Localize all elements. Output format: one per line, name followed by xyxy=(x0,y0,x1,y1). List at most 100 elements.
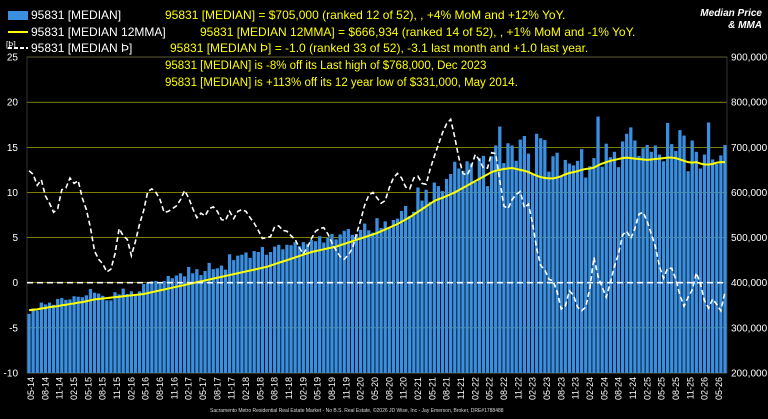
median-bar xyxy=(543,140,547,373)
median-bar xyxy=(436,186,441,373)
median-bar xyxy=(653,145,657,373)
median-bar xyxy=(125,294,129,373)
x-tick-label: 02-18 xyxy=(241,377,251,400)
x-tick-label: 11-25 xyxy=(685,377,695,399)
median-bar xyxy=(182,276,187,373)
median-bar xyxy=(674,150,678,373)
right-tick-label: 400,000 xyxy=(731,278,768,289)
median-bar xyxy=(641,148,645,373)
median-bar xyxy=(363,223,367,373)
median-bar xyxy=(518,139,522,373)
median-bar xyxy=(60,298,64,373)
median-bar xyxy=(162,280,166,373)
median-bar xyxy=(301,242,305,373)
median-bar xyxy=(702,154,707,373)
median-bar xyxy=(530,174,535,373)
median-bar xyxy=(146,282,150,373)
annotation-low: 95831 [MEDIAN] is +113% off its 12 year … xyxy=(165,77,518,89)
median-bar xyxy=(649,151,653,373)
median-bar xyxy=(47,302,52,373)
median-bar xyxy=(31,308,35,373)
x-tick-label: 02-15 xyxy=(69,377,79,400)
median-bar xyxy=(604,143,608,373)
median-bar xyxy=(596,116,600,373)
median-bar xyxy=(571,165,576,373)
median-bar xyxy=(338,234,342,373)
median-bar xyxy=(35,310,39,373)
x-tick-label: 02-23 xyxy=(528,377,538,400)
median-bar xyxy=(354,233,359,373)
median-bar xyxy=(678,130,682,373)
x-tick-label: 02-17 xyxy=(184,377,194,400)
median-bar xyxy=(633,140,637,373)
median-bar xyxy=(191,273,195,373)
x-tick-label: 11-23 xyxy=(571,377,581,399)
x-tick-label: 05-18 xyxy=(255,377,265,400)
x-tick-label: 02-25 xyxy=(642,377,652,400)
x-tick-label: 11-15 xyxy=(112,377,122,399)
median-bar xyxy=(305,243,310,373)
left-tick-label: 5 xyxy=(12,233,18,244)
median-bar xyxy=(195,269,199,373)
x-tick-label: 08-24 xyxy=(614,377,624,400)
median-bar xyxy=(322,242,326,373)
median-bar xyxy=(412,211,416,373)
median-bar xyxy=(506,143,510,373)
median-bar xyxy=(723,145,727,373)
median-bar xyxy=(616,167,621,373)
median-bar xyxy=(698,168,703,373)
median-bar xyxy=(629,127,633,373)
median-bar xyxy=(244,252,248,373)
median-bar xyxy=(383,221,387,373)
median-bar xyxy=(469,163,473,373)
median-bar xyxy=(154,280,158,373)
median-bar xyxy=(575,160,580,373)
median-bar xyxy=(453,161,457,373)
median-bar xyxy=(428,201,432,373)
median-bar xyxy=(612,151,617,373)
legend-bar-swatch xyxy=(8,11,28,20)
median-bar xyxy=(690,140,694,373)
mma-line xyxy=(28,156,725,312)
median-bar xyxy=(666,122,670,373)
median-bar xyxy=(137,291,142,373)
x-tick-label: 05-14 xyxy=(26,377,36,400)
median-bar xyxy=(199,275,203,373)
x-tick-label: 05-21 xyxy=(427,377,437,400)
median-bar xyxy=(51,304,56,373)
median-bar xyxy=(236,255,240,373)
median-bar xyxy=(420,200,424,373)
median-bar xyxy=(27,313,31,373)
median-bar xyxy=(203,270,207,373)
left-tick-label: 15 xyxy=(7,143,19,154)
median-bar xyxy=(211,269,215,373)
median-bar xyxy=(313,241,318,373)
median-bar xyxy=(117,294,121,373)
x-tick-label: 02-22 xyxy=(470,377,480,400)
median-bar xyxy=(273,246,277,373)
delta-series xyxy=(27,117,727,313)
median-bar xyxy=(424,189,428,373)
median-bar xyxy=(207,262,211,373)
x-tick-label: 08-19 xyxy=(327,377,337,400)
x-tick-label: 05-20 xyxy=(370,377,380,400)
median-bar xyxy=(567,163,572,373)
legend-note-mma: 95831 [MEDIAN 12MMA] = $666,934 (ranked … xyxy=(200,25,636,39)
x-tick-label: 08-23 xyxy=(556,377,566,400)
median-bar xyxy=(588,166,592,373)
right-tick-label: 500,000 xyxy=(731,233,768,244)
median-bar xyxy=(375,218,379,373)
right-axis: 200,000 300,000 400,000 500,000 600,000 700,0… xyxy=(731,53,768,380)
median-bar xyxy=(387,227,391,373)
median-bar xyxy=(88,289,93,373)
median-bar xyxy=(489,156,494,373)
x-tick-label: 08-16 xyxy=(155,377,165,400)
median-bar xyxy=(645,145,649,373)
median-bar xyxy=(432,182,436,373)
median-bar xyxy=(620,141,625,373)
median-bar xyxy=(170,278,174,373)
median-bar xyxy=(670,144,674,373)
legend-note-median: 95831 [MEDIAN] = $705,000 (ranked 12 of … xyxy=(165,8,566,22)
delta-line xyxy=(28,117,726,313)
median-bar xyxy=(248,257,252,373)
